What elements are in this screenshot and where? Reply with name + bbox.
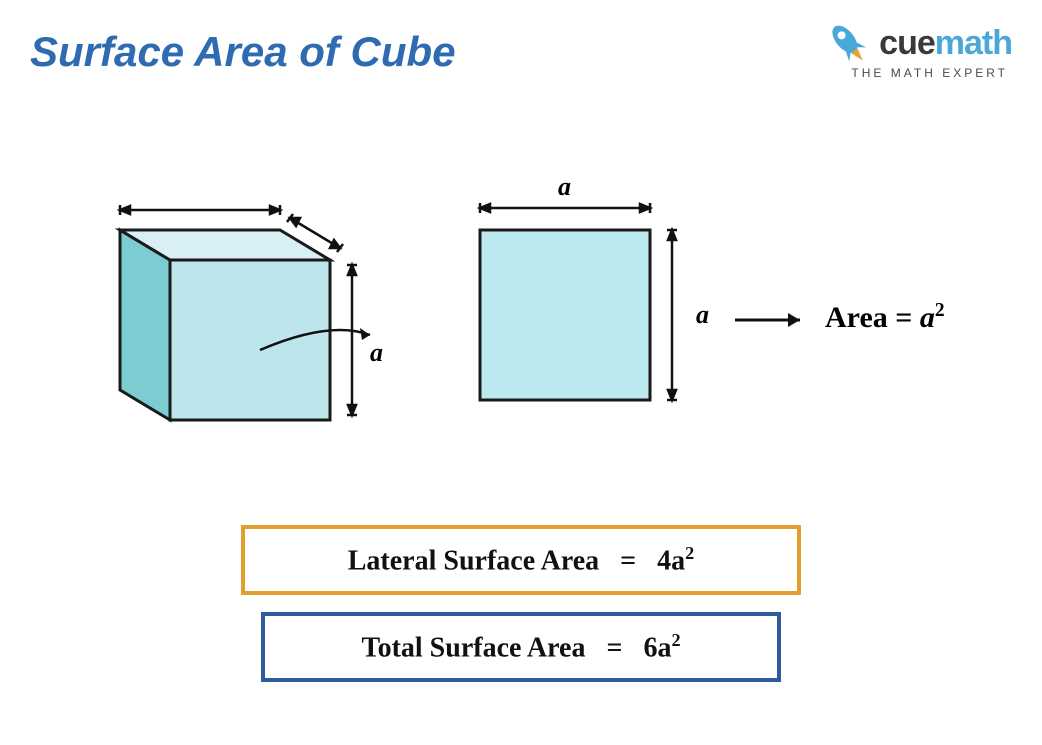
cube-top-dim — [120, 205, 280, 215]
cube-3d — [60, 150, 400, 450]
square-face — [440, 160, 700, 440]
brand-logo: cuemath THE MATH EXPERT — [823, 18, 1012, 80]
rocket-icon — [823, 18, 873, 68]
cube-face-pointer-head — [360, 328, 370, 340]
tsa-label: Total Surface Area — [361, 632, 585, 663]
tsa-coef: 6a — [643, 632, 671, 663]
face-area-var: a — [920, 301, 935, 334]
square-height-label: a — [696, 300, 709, 330]
total-surface-area-box: Total Surface Area = 6a2 — [261, 612, 781, 682]
cube-height-dim — [347, 265, 357, 415]
tsa-eq: = — [606, 632, 622, 663]
lsa-exp: 2 — [685, 543, 694, 563]
cube-side-face — [120, 230, 170, 420]
square-width-label: a — [558, 172, 571, 202]
diagram-area: a a a Area = a2 — [0, 150, 1042, 470]
face-area-formula: Area = a2 — [825, 300, 945, 335]
lateral-surface-area-box: Lateral Surface Area = 4a2 — [241, 525, 801, 595]
face-area-prefix: Area = — [825, 301, 920, 334]
tsa-exp: 2 — [671, 630, 680, 650]
square-width-dim — [480, 203, 650, 213]
cube-edge-label: a — [370, 338, 383, 368]
square-shape — [480, 230, 650, 400]
square-height-dim — [667, 230, 677, 400]
lsa-eq: = — [620, 545, 636, 576]
page-title: Surface Area of Cube — [30, 28, 456, 76]
area-arrow — [730, 300, 820, 340]
logo-text: cuemath — [879, 24, 1012, 63]
lsa-coef: 4a — [657, 545, 685, 576]
cube-front-face — [170, 260, 330, 420]
lsa-label: Lateral Surface Area — [348, 545, 599, 576]
logo-prefix: cue — [879, 24, 935, 62]
logo-tagline: THE MATH EXPERT — [851, 66, 1008, 80]
logo-suffix: math — [935, 24, 1012, 62]
face-area-exp: 2 — [935, 300, 945, 321]
